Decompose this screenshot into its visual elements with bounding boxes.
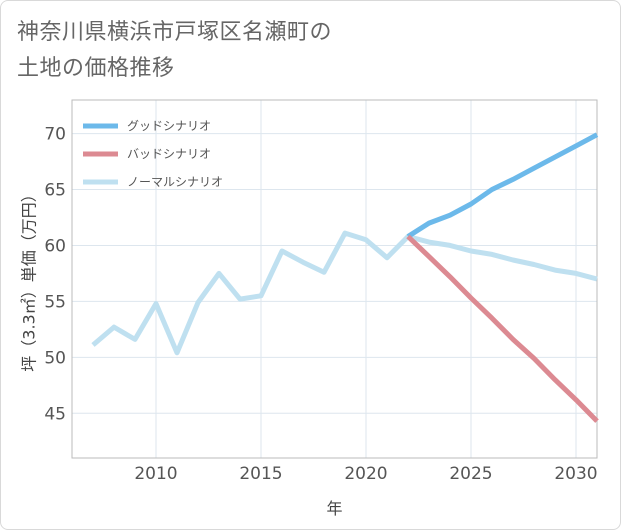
y-tick-label: 65 <box>44 181 66 201</box>
chart-title-line-2: 土地の価格推移 <box>17 56 175 81</box>
y-axis-title: 坪（3.3㎡）単価（万円） <box>20 186 39 371</box>
series-line-2 <box>91 230 598 356</box>
x-tick-label: 2010 <box>134 464 177 484</box>
x-tick-label: 2020 <box>344 464 387 484</box>
x-tick-label: 2015 <box>239 464 282 484</box>
y-tick-label: 70 <box>44 125 66 145</box>
series-line-0 <box>406 132 599 239</box>
y-tick-label: 45 <box>44 404 66 424</box>
series-line-1 <box>406 234 599 423</box>
y-tick-label: 50 <box>44 348 66 368</box>
y-axis-ticks: 45 50 55 60 65 70 <box>44 125 66 425</box>
x-tick-label: 2030 <box>554 464 597 484</box>
legend-label: グッドシナリオ <box>127 119 211 133</box>
chart-title: 神奈川県横浜市戸塚区名瀬町の 土地の価格推移 <box>17 15 332 87</box>
x-tick-label: 2025 <box>449 464 492 484</box>
x-axis-ticks: 2010 2015 2020 2025 2030 <box>134 464 597 484</box>
x-axis-title: 年 <box>326 499 342 518</box>
grid-lines <box>72 100 597 458</box>
legend-label: ノーマルシナリオ <box>127 175 223 189</box>
legend-label: バッドシナリオ <box>127 147 211 161</box>
y-tick-label: 55 <box>44 292 66 312</box>
chart-title-line-1: 神奈川県横浜市戸塚区名瀬町の <box>17 20 333 45</box>
y-tick-label: 60 <box>44 236 66 256</box>
series-lines <box>91 132 599 423</box>
